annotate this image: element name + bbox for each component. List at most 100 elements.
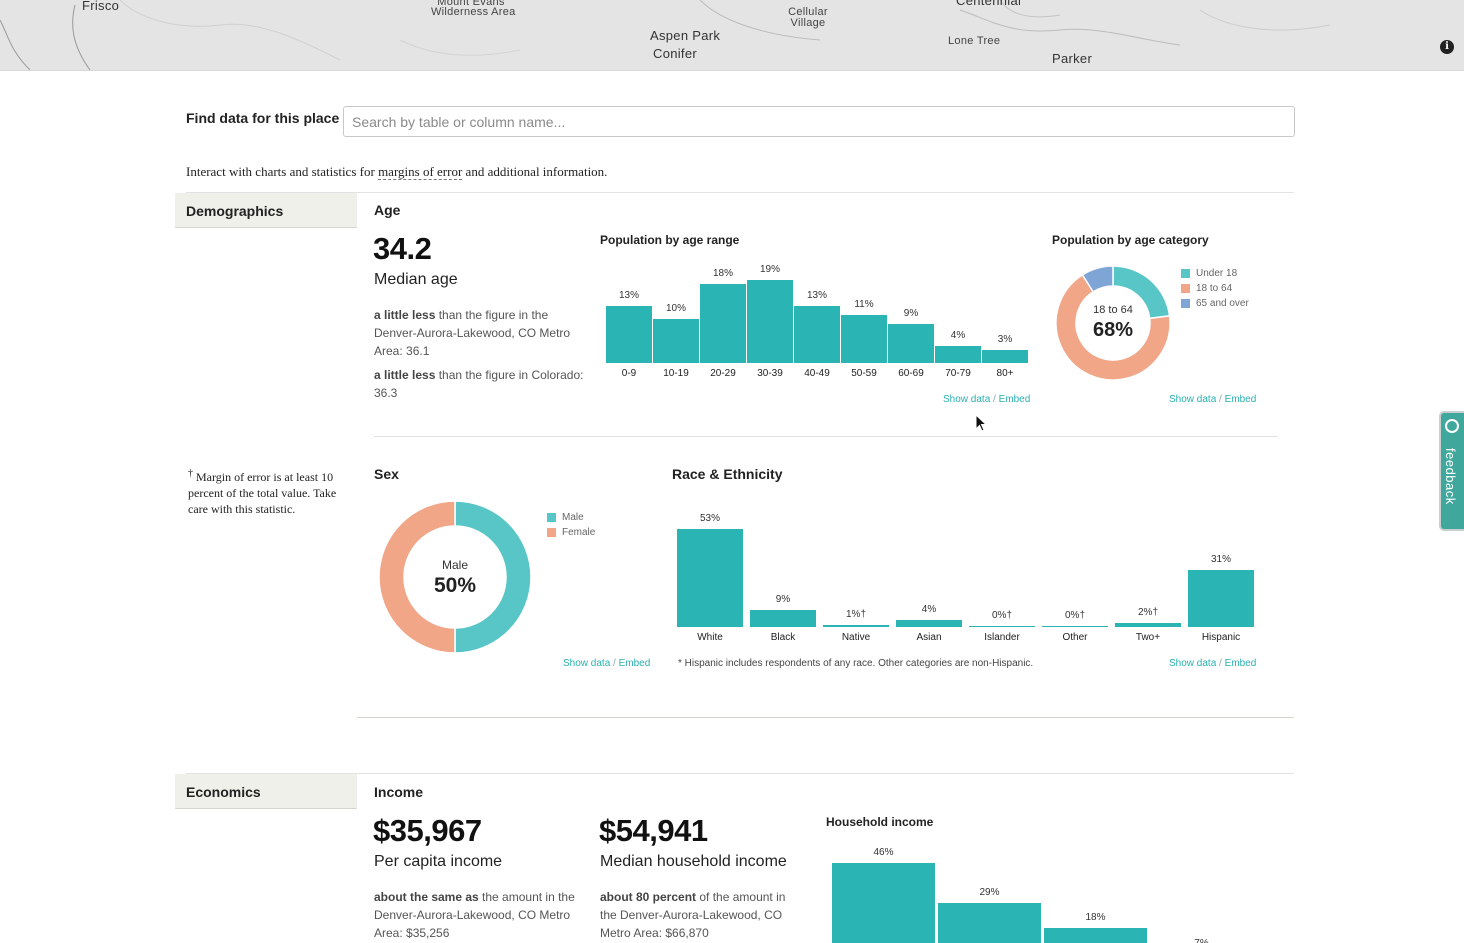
household-income-chart[interactable]: 46% 29% 18% 7% [826,840,1256,943]
show-data-link[interactable]: Show data [1169,394,1217,405]
section-tab-demographics[interactable]: Demographics [175,193,357,228]
feedback-label: feedback [1443,448,1458,505]
age-cmp2-text: than the figure in Colorado: 36.3 [374,368,584,400]
bar-value-label: 31% [1210,553,1231,565]
bar-0-9[interactable] [606,306,652,363]
embed-link[interactable]: Embed [1224,394,1257,405]
bar-item-2[interactable] [1044,928,1147,943]
age-range-chart[interactable]: 13% 0-9 10% 10-19 18% 20-29 19% 30-39 13% 40-49 11… [600,260,1040,385]
age-heading: Age [374,202,401,218]
bar-two-[interactable] [1115,623,1181,627]
section-tab-economics[interactable]: Economics [175,774,357,809]
bar-item-0[interactable] [832,863,935,943]
legend-item-18-to-64: 18 to 64 [1181,281,1249,296]
per-capita-comparison: about the same as the amount in the Denv… [374,888,589,942]
legend-label: Under 18 [1196,268,1238,279]
divider [186,773,1294,774]
map-label-conifer: Conifer [653,46,698,61]
category-label: Islander [984,632,1020,643]
search-input[interactable] [343,106,1295,137]
show-data-link[interactable]: Show data [1169,658,1217,669]
find-data-label: Find data for this place [186,110,340,126]
sex-donut-center-value: 50% [433,574,477,597]
per-capita-cmp-bold: about the same as [374,890,479,904]
show-data-link[interactable]: Show data [943,394,991,405]
category-label: 30-39 [757,368,783,379]
category-label: Native [841,632,871,643]
map-strip[interactable]: Frisco Mount Evans Wilderness Area Aspen… [0,0,1464,71]
show-data-link[interactable]: Show data [563,658,611,669]
median-household-income-label: Median household income [600,853,787,870]
embed-link[interactable]: Embed [618,658,651,669]
bar-native[interactable] [823,625,889,627]
age-category-show-data[interactable]: Show data / Embed [1169,394,1256,405]
divider [186,192,1294,193]
bar-black[interactable] [750,610,816,627]
bar-40-49[interactable] [794,306,840,363]
legend-item-65-over: 65 and over [1181,296,1249,311]
category-label: Two+ [1135,632,1161,643]
donut-slice-18-to-64[interactable] [1055,273,1171,381]
bar-other[interactable] [1042,626,1108,627]
bar-value-label: 53% [699,513,720,524]
bar-islander[interactable] [969,626,1035,627]
bar-30-39[interactable] [747,280,793,363]
age-donut-center-value: 68% [1092,319,1134,341]
bar-value-label: 9% [775,594,791,606]
feedback-icon [1445,419,1459,433]
bar-item-1[interactable] [938,902,1041,943]
feedback-tab[interactable]: feedback [1439,411,1464,531]
sex-show-data[interactable]: Show data / Embed [563,658,650,669]
bar-hispanic[interactable] [1188,569,1254,627]
age-category-donut[interactable]: 18 to 64 68% [1052,262,1174,384]
margins-of-error-link[interactable]: margins of error [378,164,463,180]
median-hh-cmp-bold: about 80 percent [600,890,697,904]
legend-item-under-18: Under 18 [1181,266,1249,281]
legend-swatch [1181,269,1190,278]
age-range-show-data[interactable]: Show data / Embed [943,394,1030,405]
median-age-value[interactable]: 34.2 [373,231,432,266]
race-show-data[interactable]: Show data / Embed [1169,658,1256,669]
bar-70-79[interactable] [935,345,981,363]
median-hh-cmp-text: of the amount in the Denver-Aurora-Lakew… [600,890,786,940]
bar-value-label: 4% [950,329,966,341]
bar-60-69[interactable] [888,323,934,363]
donut-slice-65-and-over[interactable] [1081,265,1114,293]
household-income-chart-title: Household income [826,815,934,829]
bar-80-[interactable] [982,349,1028,363]
median-household-income-value[interactable]: $54,941 [599,813,708,848]
age-range-chart-title: Population by age range [600,233,740,247]
embed-link[interactable]: Embed [1224,658,1257,669]
per-capita-income-value[interactable]: $35,967 [373,813,482,848]
category-label: 40-49 [804,368,830,379]
bar-white[interactable] [677,529,743,627]
category-label: 50-59 [851,368,877,379]
income-heading: Income [374,784,424,800]
intro-after: and additional information. [462,164,608,179]
bar-value-label: 2%† [1137,607,1158,619]
bar-value-label: 10% [665,303,686,315]
bar-value-label: 4% [921,603,937,615]
age-comparison-metro: a little less than the figure in the Den… [374,306,589,360]
info-icon[interactable]: i [1440,40,1454,54]
intro-before: Interact with charts and statistics for [186,164,379,179]
map-label-mount-evans: Mount Evans [437,0,505,8]
bar-10-19[interactable] [653,319,699,363]
legend-label: 18 to 64 [1196,283,1233,294]
embed-link[interactable]: Embed [998,394,1031,405]
sex-heading: Sex [374,466,399,482]
bar-50-59[interactable] [841,314,887,363]
bar-20-29[interactable] [700,284,746,363]
donut-slice-male[interactable] [454,500,532,654]
legend-label: Female [562,527,596,538]
legend-item-female: Female [547,525,595,540]
divider [374,436,1278,437]
bar-value-label: 19% [759,264,780,275]
sex-donut[interactable]: Male 50% [378,500,532,654]
moe-note-text: Margin of error is at least 10 percent o… [188,470,337,516]
donut-slice-female[interactable] [378,500,456,654]
map-label-village: Village [790,17,826,29]
race-ethnicity-chart[interactable]: 53% White 9% Black 1%† Native 4% Asian 0%† Island… [672,505,1272,650]
age-comparison-state: a little less than the figure in Colorad… [374,366,589,402]
bar-asian[interactable] [896,619,962,627]
